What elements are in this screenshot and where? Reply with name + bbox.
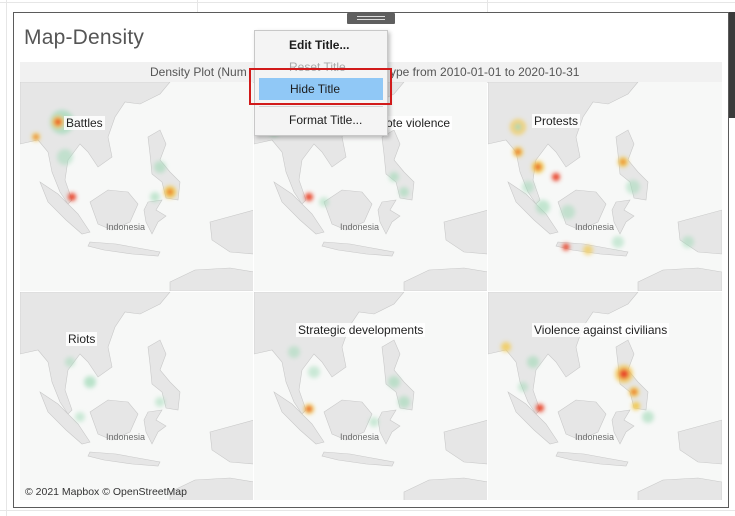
heatmap-layer [288, 346, 410, 427]
viz-container: Map-Density Density Plot (Num ype from 2… [13, 12, 729, 508]
map-panel-protests[interactable]: Protests Indonesia [488, 82, 722, 291]
panel-label: Battles [64, 116, 105, 130]
sheet-gridline [487, 0, 488, 12]
sheet-gridline [6, 0, 7, 516]
viz-title[interactable]: Map-Density [24, 26, 145, 49]
map-place-label: Indonesia [575, 222, 615, 232]
map-place-label: Indonesia [340, 222, 380, 232]
side-toolbar[interactable] [728, 12, 735, 118]
panel-label: Strategic developments [296, 323, 426, 337]
sheet-gridline [0, 510, 735, 511]
context-menu: Edit Title... Reset Title Hide Title For… [254, 30, 388, 136]
menu-item-edit-title[interactable]: Edit Title... [289, 38, 350, 52]
annotation-highlight-box [249, 68, 392, 105]
map-panel-riots[interactable]: Riots Indonesia [20, 292, 253, 500]
map-place-label: Indonesia [106, 222, 146, 232]
panel-label: Violence against civilians [532, 323, 670, 337]
map-place-label: Indonesia [575, 432, 615, 442]
panel-label: ote violence [384, 116, 453, 130]
menu-item-reset-title: Reset Title [289, 60, 346, 74]
move-handle[interactable] [347, 13, 395, 24]
heatmap-layer [65, 357, 165, 422]
sheet-gridline [197, 0, 198, 12]
sheet-gridline [0, 2, 735, 3]
heatmap-layer [501, 342, 654, 423]
map-panel-battles[interactable]: Battles Indonesia [20, 82, 253, 291]
menu-separator [259, 106, 383, 107]
menu-item-format-title[interactable]: Format Title... [289, 113, 363, 127]
heatmap-layer [510, 119, 694, 255]
panel-label: Protests [532, 114, 581, 128]
heatmap-layer [32, 110, 176, 202]
map-attribution: © 2021 Mapbox © OpenStreetMap [25, 486, 187, 498]
subtitle-text-left: Density Plot (Num [150, 65, 247, 79]
panel-label: Riots [66, 332, 98, 346]
map-panel-strategic-developments[interactable]: Strategic developments Indonesia [254, 292, 487, 500]
map-place-label: Indonesia [340, 432, 380, 442]
menu-item-hide-title[interactable]: Hide Title [259, 78, 383, 100]
map-place-label: Indonesia [106, 432, 146, 442]
map-panel-violence-against-civilians[interactable]: Violence against civilians Indonesia [488, 292, 722, 500]
subtitle-text-right: ype from 2010-01-01 to 2020-10-31 [390, 65, 580, 79]
